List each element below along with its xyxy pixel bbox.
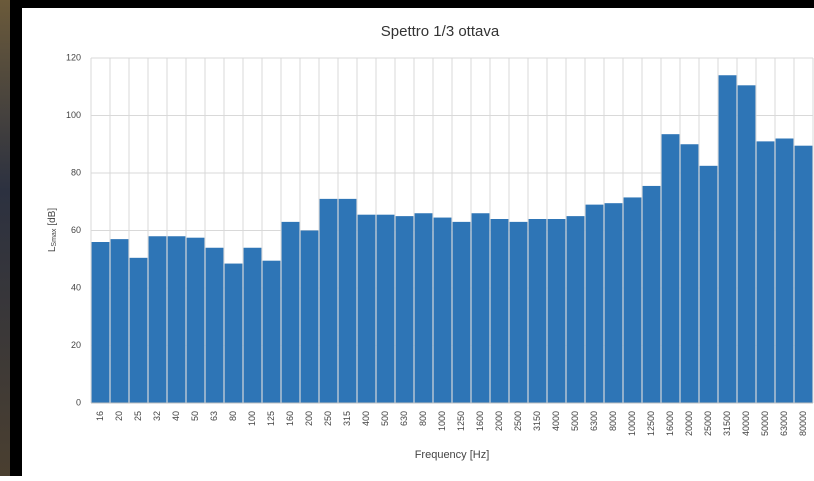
bar xyxy=(91,242,110,403)
x-tick-label: 20000 xyxy=(684,411,694,436)
x-tick-label: 500 xyxy=(380,411,390,426)
bar xyxy=(794,145,813,403)
x-tick-label: 2000 xyxy=(494,411,504,431)
bar xyxy=(414,213,433,403)
x-tick-label: 1250 xyxy=(456,411,466,431)
bar xyxy=(471,213,490,403)
x-tick-label: 1000 xyxy=(437,411,447,431)
x-tick-label: 50 xyxy=(190,411,200,421)
photo-edge xyxy=(0,0,10,476)
x-tick-label: 12500 xyxy=(646,411,656,436)
x-tick-label: 10000 xyxy=(627,411,637,436)
x-tick-label: 400 xyxy=(361,411,371,426)
bar xyxy=(680,144,699,403)
bar xyxy=(224,263,243,403)
y-tick-label: 100 xyxy=(66,110,81,120)
bar xyxy=(357,214,376,403)
bar xyxy=(756,141,775,403)
y-tick-label: 40 xyxy=(71,282,81,292)
x-tick-label: 630 xyxy=(399,411,409,426)
bar xyxy=(376,214,395,403)
bar xyxy=(604,203,623,403)
y-tick-label: 120 xyxy=(66,52,81,62)
bar xyxy=(490,219,509,403)
bar xyxy=(300,230,319,403)
bar xyxy=(718,75,737,403)
bar xyxy=(775,138,794,403)
x-tick-label: 16 xyxy=(95,411,105,421)
x-tick-label: 6300 xyxy=(589,411,599,431)
x-tick-label: 5000 xyxy=(570,411,580,431)
bar xyxy=(110,239,129,403)
x-tick-label: 8000 xyxy=(608,411,618,431)
x-tick-label: 2500 xyxy=(513,411,523,431)
bar xyxy=(281,221,300,403)
bar xyxy=(547,219,566,403)
y-tick-label: 0 xyxy=(76,397,81,407)
x-tick-label: 315 xyxy=(342,411,352,426)
x-tick-label: 63000 xyxy=(779,411,789,436)
x-tick-label: 50000 xyxy=(760,411,770,436)
bar xyxy=(186,237,205,403)
x-tick-label: 3150 xyxy=(532,411,542,431)
y-tick-label: 60 xyxy=(71,225,81,235)
chart-title: Spettro 1/3 ottava xyxy=(381,23,500,40)
bar xyxy=(338,198,357,403)
x-tick-label: 160 xyxy=(285,411,295,426)
x-tick-label: 125 xyxy=(266,411,276,426)
x-tick-label: 800 xyxy=(418,411,428,426)
bar xyxy=(319,198,338,403)
x-tick-label: 20 xyxy=(114,411,124,421)
x-tick-label: 4000 xyxy=(551,411,561,431)
y-axis-title-main: L xyxy=(47,246,58,252)
x-tick-label: 250 xyxy=(323,411,333,426)
y-tick-label: 80 xyxy=(71,167,81,177)
bar xyxy=(148,236,167,403)
x-tick-label: 80000 xyxy=(798,411,808,436)
bar xyxy=(395,216,414,403)
x-tick-label: 25000 xyxy=(703,411,713,436)
y-axis-title-sub: Smax xyxy=(51,228,58,246)
grid xyxy=(90,57,814,404)
x-tick-label: 31500 xyxy=(722,411,732,436)
x-tick-label: 25 xyxy=(133,411,143,421)
bar xyxy=(167,236,186,403)
bar xyxy=(585,204,604,403)
x-tick-label: 40000 xyxy=(741,411,751,436)
x-tick-label: 40 xyxy=(171,411,181,421)
bar xyxy=(623,197,642,403)
bar xyxy=(129,257,148,403)
x-axis-title: Frequency [Hz] xyxy=(415,449,490,461)
x-tick-label: 16000 xyxy=(665,411,675,436)
y-tick-label: 20 xyxy=(71,340,81,350)
bar xyxy=(566,216,585,403)
bar xyxy=(262,260,281,403)
x-tick-label: 32 xyxy=(152,411,162,421)
bar xyxy=(452,221,471,403)
x-tick-label: 80 xyxy=(228,411,238,421)
bar xyxy=(642,185,661,403)
bar xyxy=(243,247,262,403)
bar xyxy=(433,217,452,403)
y-axis-title-unit: [dB] xyxy=(47,208,58,226)
x-tick-label: 63 xyxy=(209,411,219,421)
bar xyxy=(661,134,680,403)
bars xyxy=(91,75,813,403)
bar xyxy=(509,221,528,403)
x-tick-label: 100 xyxy=(247,411,257,426)
y-axis-title: LSmax [dB] xyxy=(47,208,58,252)
x-tick-label: 1600 xyxy=(475,411,485,431)
bar xyxy=(737,85,756,403)
bar xyxy=(205,247,224,403)
bar xyxy=(528,219,547,403)
x-tick-label: 200 xyxy=(304,411,314,426)
bar xyxy=(699,165,718,403)
